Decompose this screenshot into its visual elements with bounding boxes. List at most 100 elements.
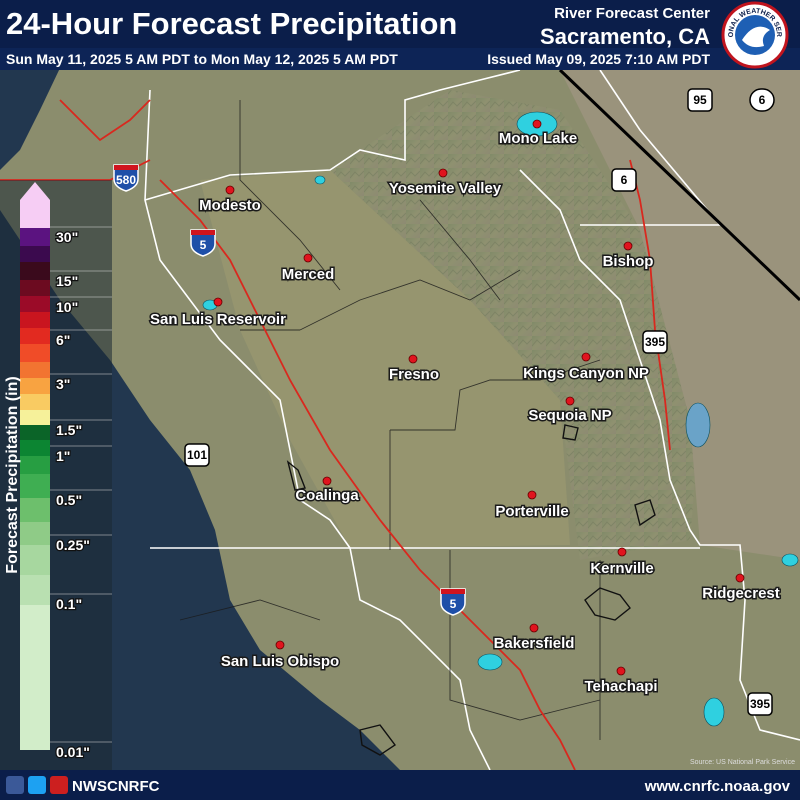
shield-label: 580 bbox=[116, 173, 136, 187]
city-dot bbox=[623, 241, 633, 251]
legend-band bbox=[20, 522, 50, 545]
legend-band bbox=[20, 312, 50, 328]
valley bbox=[200, 170, 570, 548]
period: Sun May 11, 2025 5 AM PDT to Mon May 12,… bbox=[6, 51, 398, 67]
legend-band bbox=[20, 328, 50, 344]
city-dot bbox=[303, 253, 313, 263]
legend-panel bbox=[0, 180, 112, 770]
legend-band bbox=[20, 280, 50, 296]
header-bar bbox=[0, 0, 800, 48]
facebook-icon[interactable] bbox=[6, 776, 24, 794]
legend-label: 0.1" bbox=[56, 596, 82, 612]
legend-label: 1.5" bbox=[56, 422, 82, 438]
city-dot bbox=[322, 476, 332, 486]
lakes bbox=[202, 111, 799, 727]
twitter-icon[interactable] bbox=[28, 776, 46, 794]
legend-band bbox=[20, 262, 50, 280]
location: Sacramento, CA bbox=[540, 24, 710, 49]
legend-band bbox=[20, 605, 50, 750]
legend-band bbox=[20, 296, 50, 312]
legend-label: 3" bbox=[56, 376, 70, 392]
legend-label: 6" bbox=[56, 332, 70, 348]
park-outlines bbox=[286, 424, 656, 756]
legend-band bbox=[20, 344, 50, 362]
city-label: Tehachapi bbox=[584, 678, 657, 695]
youtube-icon[interactable] bbox=[50, 776, 68, 794]
legend-band bbox=[20, 394, 50, 410]
shield-label: 5 bbox=[450, 597, 457, 611]
city-label: Bakersfield bbox=[494, 635, 575, 652]
city-dot bbox=[225, 185, 235, 195]
source-credit: Source: US National Park Service bbox=[690, 759, 795, 766]
legend-band bbox=[20, 498, 50, 522]
interstate-shield bbox=[190, 229, 216, 257]
us-shield bbox=[611, 168, 637, 192]
legend-band bbox=[20, 474, 50, 498]
interstate-shield bbox=[113, 164, 139, 192]
shield-label: 395 bbox=[750, 697, 770, 711]
legend-band bbox=[20, 378, 50, 394]
legend-label: 0.25" bbox=[56, 537, 90, 553]
bay bbox=[0, 68, 60, 170]
city-dot bbox=[529, 623, 539, 633]
interstate-cap bbox=[441, 589, 465, 594]
legend-band bbox=[20, 410, 50, 425]
legend-band bbox=[20, 362, 50, 378]
city-label: Coalinga bbox=[295, 487, 359, 504]
us-shield bbox=[642, 330, 668, 354]
sierra-terrain bbox=[330, 90, 700, 560]
city-label: Merced bbox=[282, 266, 335, 283]
legend-band bbox=[20, 200, 50, 228]
legend-label: 0.5" bbox=[56, 492, 82, 508]
shields: 580 5 5 101 395 395 95 6 6 bbox=[113, 88, 775, 716]
shield-label: 6 bbox=[621, 173, 628, 187]
city-label: Porterville bbox=[495, 503, 568, 520]
cities: Modesto Yosemite Valley Mono Lake Merced San… bbox=[149, 119, 781, 697]
title: 24-Hour Forecast Precipitation bbox=[6, 6, 457, 41]
legend-band bbox=[20, 440, 50, 456]
city-label: Sequoia NP bbox=[528, 407, 611, 424]
legend-label: 10" bbox=[56, 299, 78, 315]
legend-label: 1" bbox=[56, 448, 70, 464]
city-label: Kings Canyon NP bbox=[523, 365, 649, 382]
legend-band bbox=[20, 575, 50, 605]
city-dot bbox=[275, 640, 285, 650]
city-dot bbox=[532, 119, 542, 129]
shield-label: 395 bbox=[645, 335, 665, 349]
legend-band bbox=[20, 456, 50, 474]
interstate-cap bbox=[114, 165, 138, 170]
us-shield bbox=[184, 443, 210, 467]
legend-band bbox=[20, 246, 50, 262]
us-shield bbox=[749, 88, 775, 112]
city-label: Mono Lake bbox=[499, 130, 577, 147]
county-lines bbox=[179, 100, 601, 740]
footer-handle[interactable]: NWSCNRFC bbox=[72, 778, 160, 795]
interstate-cap bbox=[191, 230, 215, 235]
rfc-boundaries bbox=[144, 69, 800, 771]
footer-bar bbox=[0, 770, 800, 800]
legend-title: Forecast Precipitation (in) bbox=[4, 376, 21, 573]
footer-url[interactable]: www.cnrfc.noaa.gov bbox=[644, 778, 791, 795]
city-label: San Luis Reservoir bbox=[150, 311, 286, 328]
legend-arrow bbox=[20, 182, 50, 200]
city-dot bbox=[735, 573, 745, 583]
legend-label: 15" bbox=[56, 273, 78, 289]
city-label: Ridgecrest bbox=[702, 585, 780, 602]
legend-band bbox=[20, 228, 50, 246]
legend-band bbox=[20, 545, 50, 575]
city-label: Modesto bbox=[199, 197, 261, 214]
legend-label: 0.01" bbox=[56, 744, 90, 760]
city-label: San Luis Obispo bbox=[221, 653, 339, 670]
state-line bbox=[558, 68, 800, 302]
city-label: Bishop bbox=[603, 253, 654, 270]
interstate-shield bbox=[440, 588, 466, 616]
city-dot bbox=[565, 396, 575, 406]
city-dot bbox=[438, 168, 448, 178]
city-dot bbox=[581, 352, 591, 362]
shield-label: 6 bbox=[759, 93, 766, 107]
city-dot bbox=[408, 354, 418, 364]
legend-label: 30" bbox=[56, 229, 78, 245]
shield-label: 101 bbox=[187, 448, 207, 462]
shield-label: 5 bbox=[200, 238, 207, 252]
